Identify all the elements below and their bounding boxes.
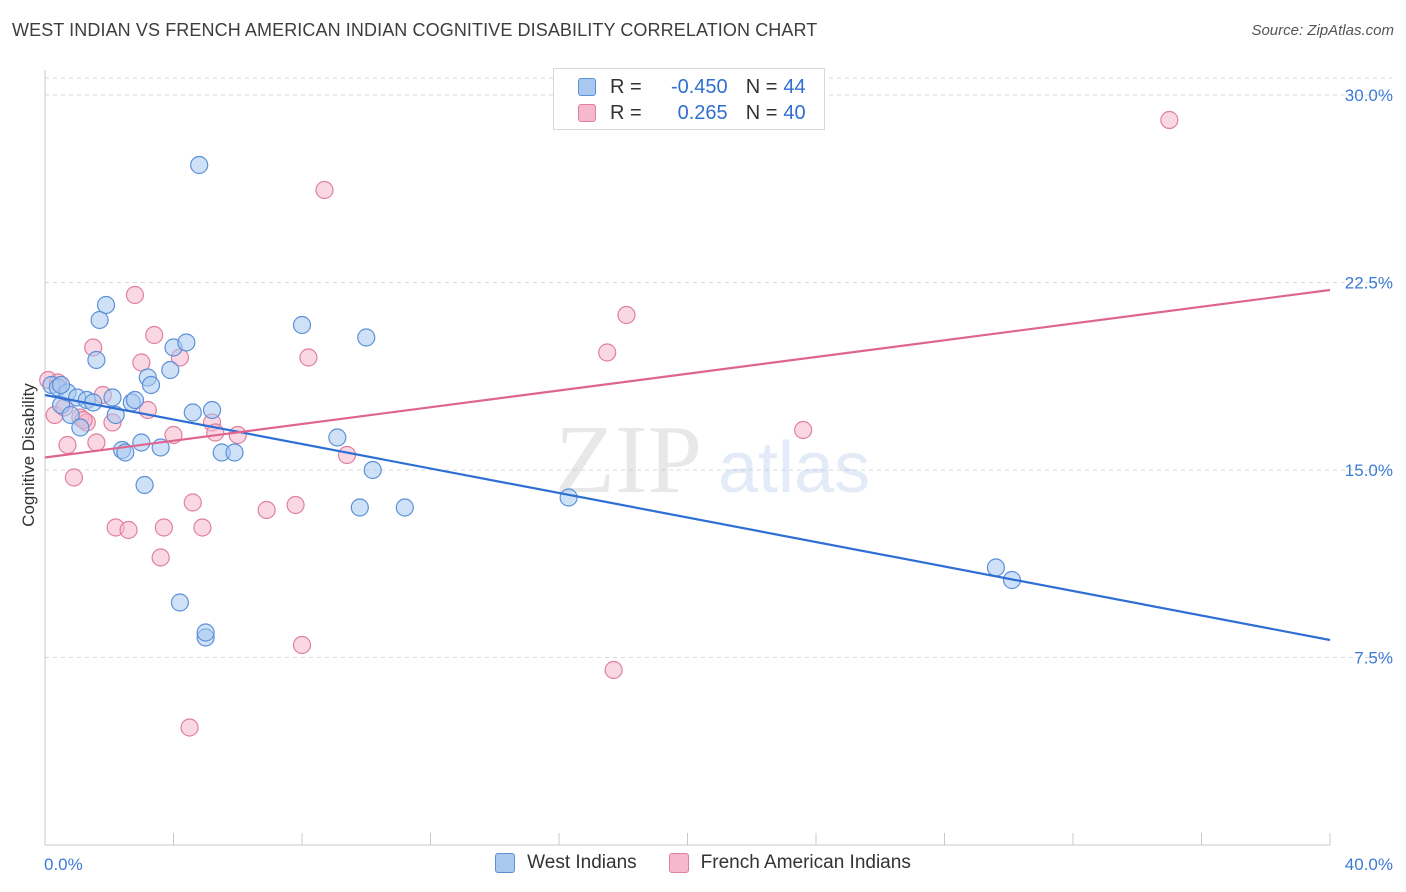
trend-lines (44, 288, 1331, 642)
west-indians-point (106, 405, 125, 425)
west-indians-point (170, 593, 190, 612)
west-indians-swatch (578, 78, 596, 96)
tick-labels: 7.5% 15.0% 22.5% 30.0% 0.0% 40.0% (44, 86, 1393, 874)
legend-item-french-american-indians[interactable]: French American Indians (668, 852, 911, 874)
west-indians-point (328, 428, 347, 447)
chart-title: WEST INDIAN VS FRENCH AMERICAN INDIAN CO… (12, 20, 818, 40)
french-american-indians-point (604, 660, 623, 680)
west-indians-legend-swatch (495, 853, 516, 873)
french-american-indians-point (87, 433, 106, 452)
y-tick-label: 7.5% (1354, 649, 1393, 668)
x-tick-label: 40.0% (1345, 855, 1393, 874)
french-american-indians-point (119, 520, 138, 540)
west-indians-point (177, 333, 196, 352)
r-value: 0.265 (677, 101, 728, 124)
r-label: R = (610, 75, 642, 98)
west-indians-point (103, 388, 122, 407)
french-american-indians-point (125, 285, 145, 305)
west-indians-point (51, 375, 71, 395)
west-indians-point (141, 375, 161, 395)
r-label: R = (610, 101, 642, 124)
french-american-indians-point (132, 353, 151, 372)
west-indians-point (395, 498, 414, 517)
west-indians-point (190, 155, 209, 175)
n-label: N = (745, 101, 778, 124)
french-american-indians-point (598, 343, 617, 362)
watermark: ZIP atlas (555, 406, 870, 514)
west-indians-trend-line (44, 393, 1331, 642)
french-american-indians-point (180, 718, 199, 737)
stats-legend-row-west-indians: R = -0.450 N = 44 (578, 74, 806, 100)
west-indians-point (125, 390, 145, 410)
french-american-indians-point (617, 305, 636, 325)
west-indians-point (135, 475, 154, 495)
west-indians-point (61, 405, 80, 425)
french-american-indians-trend-line (44, 288, 1331, 459)
legend-item-west-indians[interactable]: West Indians (495, 852, 637, 874)
west-indians-point (986, 558, 1006, 577)
french-american-indians-point (794, 420, 813, 440)
n-value: 44 (783, 75, 806, 98)
y-tick-label: 15.0% (1345, 461, 1393, 480)
french-american-indians-legend-swatch (668, 853, 689, 873)
french-american-indians-point (315, 180, 334, 200)
west-indians-point (87, 350, 106, 370)
legend-label-french-american-indians: French American Indians (700, 852, 911, 873)
french-american-indians-point (154, 518, 173, 537)
west-indians-point (71, 418, 90, 437)
west-indians-point (357, 328, 376, 347)
west-indians-point (183, 403, 202, 422)
french-american-indians-point (193, 518, 212, 537)
west-indians-point (196, 623, 215, 642)
french-american-indians-point (151, 548, 170, 567)
y-axis-title: Cognitive Disability (19, 383, 38, 527)
n-label: N = (745, 75, 778, 98)
west-indians-point (292, 315, 312, 335)
y-tick-label: 22.5% (1345, 274, 1393, 293)
stats-legend: R = -0.450 N = 44 R = 0.265 N = 40 (553, 68, 825, 130)
french-american-indians-point (58, 435, 77, 455)
r-value: -0.450 (670, 75, 728, 98)
west-indians-point (350, 498, 369, 517)
french-american-indians-point (337, 445, 357, 465)
grid-lines (45, 77, 1392, 658)
x-tick-label: 0.0% (44, 855, 83, 874)
west-indians-point (559, 488, 578, 507)
french-american-indians-point (257, 500, 276, 520)
french-american-indians-point (64, 468, 84, 487)
french-american-indians-point (292, 635, 312, 655)
chart-source: Source: ZipAtlas.com (1251, 22, 1394, 39)
west-indians-point (90, 310, 109, 330)
watermark-atlas: atlas (718, 428, 870, 508)
n-value: 40 (783, 101, 806, 124)
legend-label-west-indians: West Indians (527, 852, 637, 873)
west-indians-points (42, 155, 1022, 647)
west-indians-point (96, 295, 116, 315)
french-american-indians-point (228, 425, 247, 445)
french-american-indians-point (286, 495, 305, 515)
west-indians-point (225, 443, 244, 462)
french-american-indians-point (299, 348, 318, 367)
stats-legend-row-french-american-indians: R = 0.265 N = 40 (578, 100, 806, 126)
series-legend: West Indians French American Indians (0, 852, 1406, 874)
west-indians-point (132, 433, 151, 452)
y-tick-label: 30.0% (1345, 86, 1393, 105)
french-american-indians-point (183, 493, 202, 512)
west-indians-point (363, 460, 382, 480)
west-indians-point (202, 400, 222, 420)
french-american-indians-point (1160, 110, 1179, 130)
french-american-indians-swatch (578, 104, 596, 122)
french-american-indians-point (145, 325, 164, 345)
west-indians-point (161, 360, 180, 380)
